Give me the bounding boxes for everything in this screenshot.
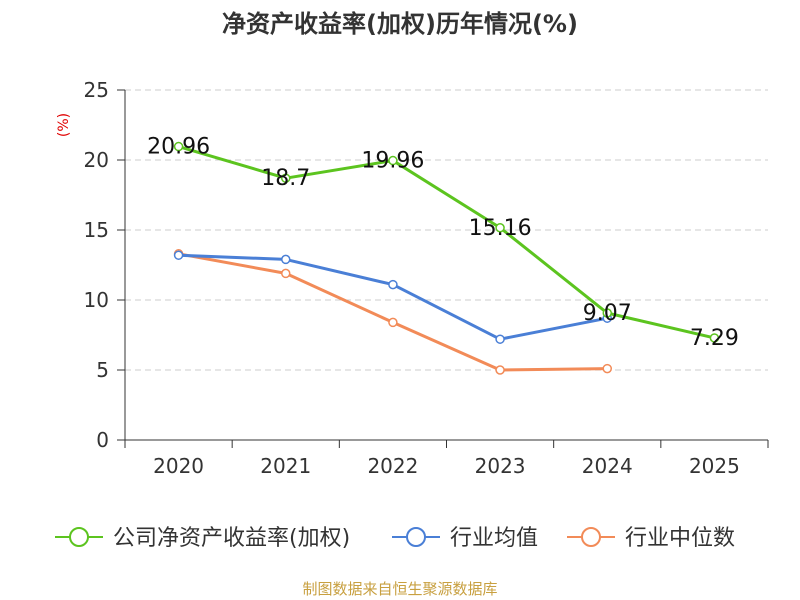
legend-marker-2 xyxy=(581,527,601,547)
x-tick-label-2022: 2022 xyxy=(367,454,418,478)
series-0-point-2025 xyxy=(709,333,720,343)
legend-label-2: 行业中位数 xyxy=(625,526,735,551)
y-tick-label-25: 25 xyxy=(84,78,109,102)
series-line-0 xyxy=(178,145,715,340)
source-note: 制图数据来自恒生聚源数据库 xyxy=(302,580,497,598)
x-tick-label-2025: 2025 xyxy=(689,454,740,478)
series-1-point-2022 xyxy=(388,279,398,290)
data-label-2025: 7.29 xyxy=(690,326,739,351)
chart-title: 净资产收益率(加权)历年情况(%) xyxy=(222,10,578,38)
y-tick-label-5: 5 xyxy=(96,358,109,382)
series-2-point-2021 xyxy=(281,268,291,279)
data-labels: 20.96 18.7 19.96 15.16 9.07 7.29 xyxy=(147,135,739,351)
series-1-point-2023 xyxy=(495,334,505,344)
series-0-point-2024 xyxy=(602,308,612,318)
y-tick-label-15: 15 xyxy=(84,218,109,242)
y-tick-label-0: 0 xyxy=(96,428,109,452)
legend: 公司净资产收益率(加权) 行业均值 行业中位数 xyxy=(55,526,735,551)
series-2-point-2024 xyxy=(602,363,612,374)
legend-marker-1 xyxy=(406,527,426,547)
x-tick-label-2023: 2023 xyxy=(475,454,526,478)
legend-marker-0 xyxy=(69,527,89,547)
x-tick-label-2024: 2024 xyxy=(582,454,633,478)
legend-label-0: 公司净资产收益率(加权) xyxy=(113,526,350,551)
y-tick-label-20: 20 xyxy=(84,148,109,172)
series-0-point-2021 xyxy=(281,173,291,183)
x-tick-label-2020: 2020 xyxy=(153,454,204,478)
x-tick-label-2021: 2021 xyxy=(260,454,311,478)
data-label-2023: 15.16 xyxy=(469,216,532,241)
data-label-2020: 20.96 xyxy=(147,135,210,160)
gridlines xyxy=(125,89,768,371)
series-1-point-2021 xyxy=(281,254,291,265)
series-layer xyxy=(173,141,720,375)
series-2-point-2023 xyxy=(495,365,505,375)
series-0-point-2022 xyxy=(388,155,398,166)
series-2-point-2022 xyxy=(388,317,398,328)
y-axis-unit-label: (%) xyxy=(56,113,72,137)
series-line-2 xyxy=(178,252,608,372)
legend-label-1: 行业均值 xyxy=(450,526,538,551)
series-1-point-2020 xyxy=(173,250,184,260)
y-tick-label-10: 10 xyxy=(84,288,109,312)
data-label-2021: 18.7 xyxy=(261,166,310,191)
series-0-point-2023 xyxy=(495,223,505,233)
data-label-2022: 19.96 xyxy=(361,149,424,174)
series-0-point-2020 xyxy=(173,141,184,152)
data-label-2024: 9.07 xyxy=(583,301,632,326)
